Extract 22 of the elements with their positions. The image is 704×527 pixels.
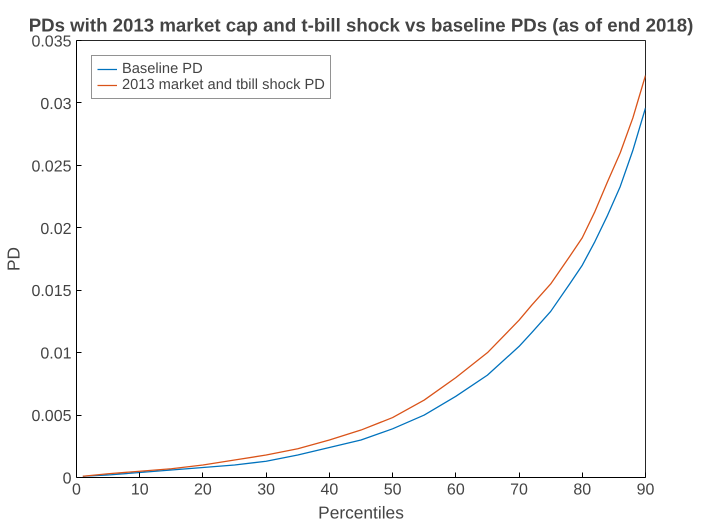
- y-tick-label: 0.015: [31, 283, 72, 300]
- x-tick-label: 60: [446, 482, 465, 498]
- x-tick-label: 90: [636, 482, 654, 498]
- legend-label: Baseline PD: [122, 61, 203, 77]
- legend-label: 2013 market and tbill shock PD: [122, 77, 325, 93]
- y-tick-label: 0.005: [31, 408, 72, 426]
- y-tick-label: 0.025: [31, 158, 72, 176]
- y-tick-label: 0.01: [40, 346, 72, 363]
- x-tick-label: 50: [384, 482, 402, 498]
- y-tick-label: 0.035: [31, 34, 72, 50]
- chart-title: PDs with 2013 market cap and t-bill shock vs baseline PDs (as of end 2018): [28, 14, 694, 36]
- x-axis-title: Percentiles: [318, 502, 404, 522]
- y-tick-label: 0: [62, 470, 72, 488]
- y-axis-title: PD: [3, 246, 24, 272]
- x-tick-label: 40: [320, 482, 338, 498]
- x-tick-label: 20: [194, 482, 212, 498]
- x-tick-label: 70: [510, 482, 528, 498]
- y-tick-label: 0.02: [40, 220, 72, 238]
- x-tick-label: 80: [573, 482, 592, 498]
- y-tick-label: 0.03: [40, 96, 72, 113]
- x-tick-label: 10: [130, 482, 149, 498]
- x-tick-label: 30: [257, 482, 276, 498]
